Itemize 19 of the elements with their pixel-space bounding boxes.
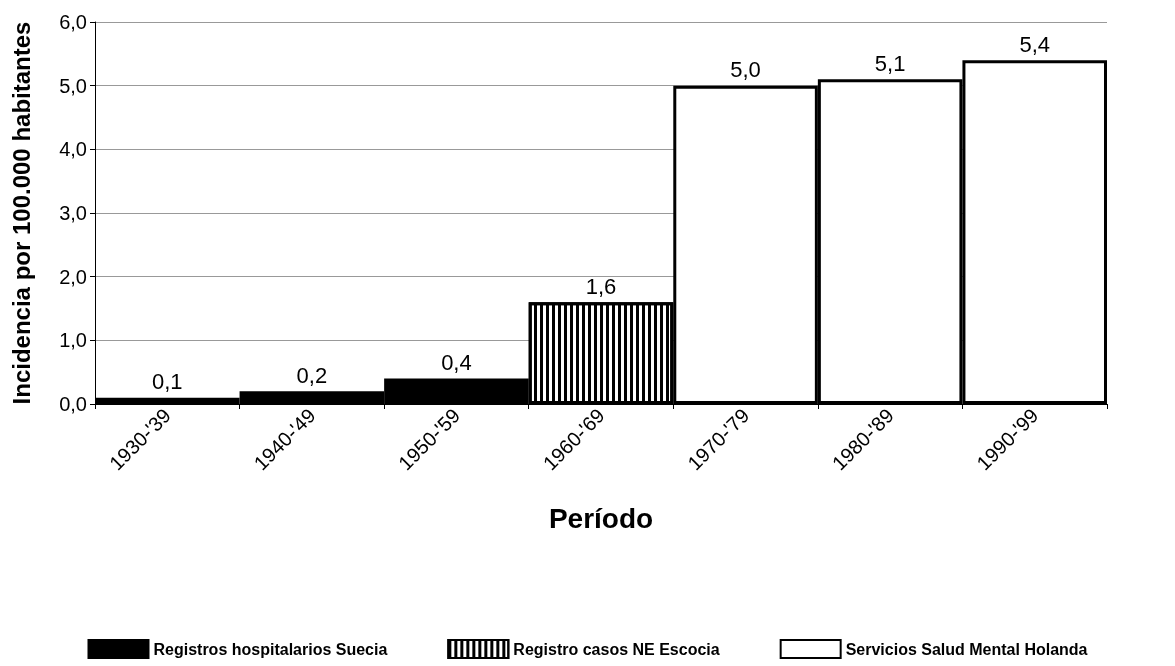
data-label: 0,4: [441, 350, 472, 376]
data-label: 5,4: [1019, 31, 1051, 57]
data-label: 0,2: [296, 362, 328, 388]
y-tick-label: 3,0: [59, 202, 87, 224]
y-tick-label: 4,0: [59, 138, 87, 161]
y-tick-label: 5,0: [59, 74, 87, 97]
data-label: 0,1: [151, 369, 183, 395]
x-axis-title: Período: [548, 502, 654, 534]
y-tick-label: 0,0: [59, 393, 87, 415]
data-label: 5,0: [730, 57, 761, 83]
y-axis-title: Incidencia por 100.000 habitantes: [7, 21, 35, 405]
y-tick-label: 2,0: [59, 265, 87, 288]
y-tick-label: 1,0: [59, 329, 87, 352]
y-tick-label: 6,0: [59, 11, 87, 33]
data-label: 5,1: [874, 50, 906, 76]
legend-label: Servicios Salud Mental Holanda: [845, 640, 1088, 658]
data-label: 1,6: [585, 273, 617, 299]
legend-label: Registro casos NE Escocia: [513, 640, 720, 658]
legend-label: Registros hospitalarios Suecia: [153, 640, 388, 658]
